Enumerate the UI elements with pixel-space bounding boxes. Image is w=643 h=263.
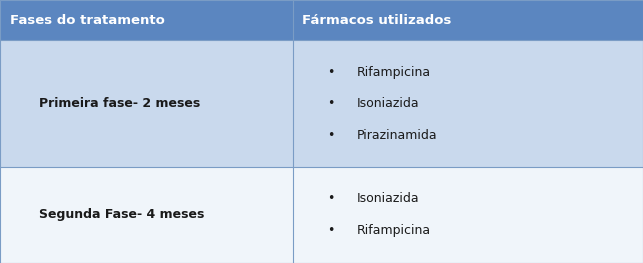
Text: Fármacos utilizados: Fármacos utilizados: [302, 14, 451, 27]
Text: Fases do tratamento: Fases do tratamento: [10, 14, 165, 27]
FancyBboxPatch shape: [293, 41, 643, 167]
Text: •: •: [327, 97, 335, 110]
Text: •: •: [327, 224, 335, 237]
Text: •: •: [327, 193, 335, 205]
Text: •: •: [327, 129, 335, 142]
FancyBboxPatch shape: [0, 41, 293, 167]
Text: Primeira fase- 2 meses: Primeira fase- 2 meses: [39, 97, 200, 110]
Text: Isoniazida: Isoniazida: [357, 193, 419, 205]
Text: Pirazinamida: Pirazinamida: [357, 129, 437, 142]
FancyBboxPatch shape: [293, 167, 643, 263]
FancyBboxPatch shape: [0, 167, 293, 263]
FancyBboxPatch shape: [0, 0, 293, 41]
Text: •: •: [327, 65, 335, 79]
FancyBboxPatch shape: [293, 0, 643, 41]
Text: Rifampicina: Rifampicina: [357, 65, 431, 79]
Text: Segunda Fase- 4 meses: Segunda Fase- 4 meses: [39, 209, 204, 221]
Text: Isoniazida: Isoniazida: [357, 97, 419, 110]
Text: Rifampicina: Rifampicina: [357, 224, 431, 237]
